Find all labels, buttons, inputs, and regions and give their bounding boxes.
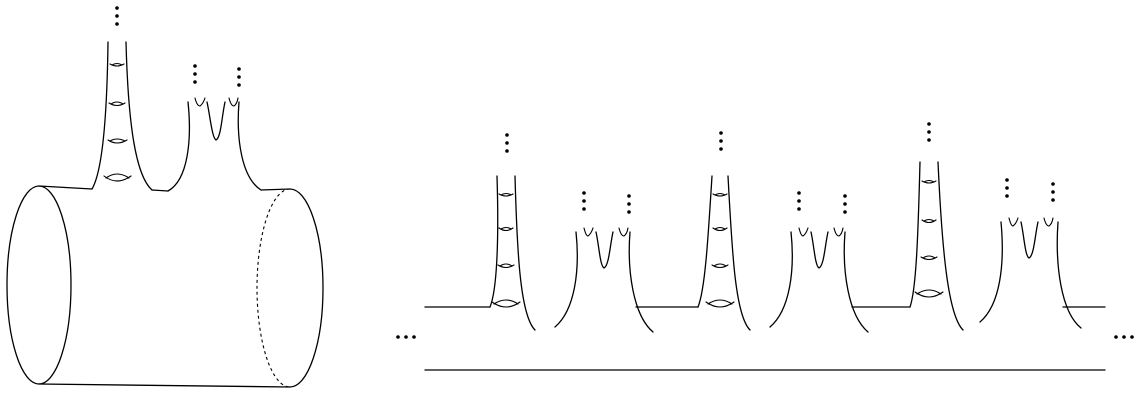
cylinder-top-edge [260,188,291,191]
strip-unit [909,122,1082,331]
double-spike-outer-left [554,231,578,328]
tall-spike-left-side [909,161,921,308]
neck-lens [498,193,514,197]
strip-unit [489,133,654,333]
vertical-ellipsis [843,194,847,214]
strip-unit [697,131,869,333]
cylinder-panel [6,6,324,388]
vertical-ellipsis [1051,182,1055,202]
neck-lens [497,264,515,269]
neck-lens [109,138,126,142]
vertical-ellipsis [627,194,631,214]
cylinder-right-end-back [256,188,291,388]
neck-lens [923,218,935,222]
double-spike-outer-left [167,101,190,192]
vertical-ellipsis [237,67,241,87]
tall-spike [91,6,153,191]
cylinder-left-end [6,185,72,385]
tip-mark [194,97,206,107]
cylinder-top-edge [38,185,93,190]
strip-panel [396,122,1134,371]
neck-lens [713,263,727,267]
neck-lens [712,193,728,197]
vertical-ellipsis [927,122,931,142]
vertical-ellipsis [115,6,119,26]
tall-spike-right-side [514,175,536,331]
double-spike-outer-right [237,101,262,191]
vertical-ellipsis [797,191,801,211]
tall-spike-left-side [489,175,499,308]
tall-spike-right-side [727,175,751,331]
cylinder-bottom-edge [38,383,291,388]
neck-lens [712,227,728,232]
cylinder-right-end-front [289,188,324,388]
tall-spike-right-side [937,161,964,331]
neck-lens [498,227,514,232]
double-spike-crotch [810,231,829,269]
vertical-ellipsis [193,64,197,84]
neck-lens [707,299,733,305]
left-horizontal-ellipsis [396,335,416,339]
double-spike-outer-right [628,231,654,333]
neck-lens [500,192,512,196]
cylinder-top-edge [151,189,169,192]
tall-spike-right-side [125,41,153,191]
double-spike-outer-right [1056,221,1082,329]
neck-lens [921,180,937,184]
neck-lens [105,173,130,179]
double-spike-outer-left [769,231,793,328]
neck-lens [920,256,938,261]
tip-mark [228,97,239,107]
neck-lens [711,264,729,269]
neck-lens [111,62,123,66]
neck-lens [922,255,936,259]
neck-lens [500,226,512,230]
tip-mark [833,227,844,237]
neck-lens [714,192,726,196]
neck-lens [499,263,513,267]
tip-mark [1008,217,1019,227]
tall-spike-left-side [697,175,713,308]
vertical-ellipsis [1005,178,1009,198]
tip-mark [583,227,594,237]
neck-lens [493,299,519,305]
double-spike-outer-right [843,231,869,333]
neck-lens [108,102,126,107]
neck-lens [923,179,935,183]
double-spike-crotch [206,101,226,141]
neck-lens [921,219,937,224]
double-spike [167,64,262,192]
neck-lens [110,101,124,105]
right-horizontal-ellipsis [1114,335,1134,339]
neck-lens [109,63,125,67]
tip-mark [618,227,629,237]
tip-mark [798,227,809,237]
double-spike-crotch [595,231,614,269]
vertical-ellipsis [582,191,586,211]
tall-spike-left-side [91,41,109,190]
neck-lens [714,226,726,230]
tip-mark [1043,217,1054,227]
double-spike-crotch [1020,221,1039,259]
vertical-ellipsis [505,133,509,153]
neck-lens [916,289,942,295]
double-spike-outer-left [979,221,1003,323]
vertical-ellipsis [719,131,723,151]
